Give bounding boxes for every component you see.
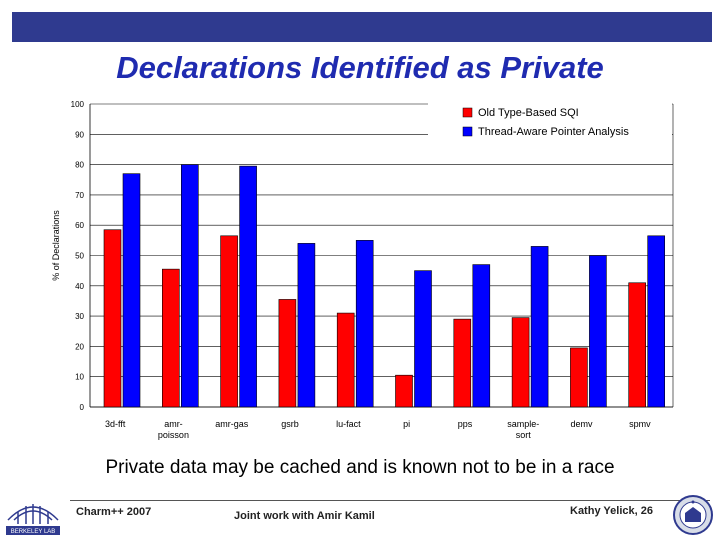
legend-label: Thread-Aware Pointer Analysis [478,126,629,138]
legend-swatch [462,107,473,118]
bar-thread-aware-pointer-analysis [589,255,607,408]
y-tick-label: 100 [71,100,85,109]
x-tick-label: amr-gas [215,419,249,429]
bar-old-type-based-sqi [395,374,413,408]
bar-old-type-based-sqi [162,268,180,408]
y-tick-label: 0 [80,403,85,412]
bar-thread-aware-pointer-analysis [472,264,491,408]
slide-title: Declarations Identified as Private [116,50,604,85]
bar-thread-aware-pointer-analysis [297,243,316,408]
bar-old-type-based-sqi [103,229,122,408]
bar-old-type-based-sqi [220,235,238,408]
slide-caption: Private data may be cached and is known … [105,457,615,478]
footer-divider [70,500,710,501]
footer-event: Charm++ 2007 [76,506,152,518]
legend-swatch [462,126,473,137]
bar-thread-aware-pointer-analysis [239,165,257,408]
y-tick-label: 50 [75,252,84,261]
x-tick-label: lu-fact [336,419,361,429]
bar-old-type-based-sqi [453,318,472,408]
bar-thread-aware-pointer-analysis [122,173,141,408]
bar-thread-aware-pointer-analysis [181,164,199,408]
bar-old-type-based-sqi [336,312,355,408]
bar-old-type-based-sqi [278,299,297,408]
y-axis-label: % of Declarations [51,210,61,281]
bar-thread-aware-pointer-analysis [355,240,374,408]
y-tick-label: 70 [75,191,84,200]
x-tick-label: spmv [629,419,651,429]
berkeley-lab-logo: BERKELEY LAB [6,504,60,535]
x-tick-label: poisson [158,430,189,440]
legend-label: Old Type-Based SQI [478,107,579,119]
svg-text:BERKELEY LAB: BERKELEY LAB [11,529,56,535]
bar-old-type-based-sqi [511,317,530,408]
bar-old-type-based-sqi [570,347,588,408]
y-tick-label: 20 [75,342,84,351]
footer-author-page: Kathy Yelick, 26 [570,505,653,517]
x-tick-label: sort [516,430,532,440]
footer-credit: Joint work with Amir Kamil [234,510,375,522]
bar-old-type-based-sqi [628,282,647,408]
y-tick-label: 80 [75,161,84,170]
university-seal-icon [673,495,713,535]
y-tick-label: 90 [75,130,84,139]
x-tick-label: pi [403,419,410,429]
x-tick-label: sample- [507,419,539,429]
y-tick-label: 10 [75,373,84,382]
x-tick-label: pps [458,419,473,429]
bar-thread-aware-pointer-analysis [647,235,666,408]
bar-thread-aware-pointer-analysis [414,270,432,408]
x-tick-label: demv [571,419,594,429]
y-tick-label: 30 [75,312,84,321]
x-tick-label: amr- [164,419,183,429]
bar-thread-aware-pointer-analysis [530,246,549,408]
bar-chart: 0 10 20 30 40 50 60 70 80 90 100 % of Declarations 3… [51,99,674,440]
title-bar [12,12,712,42]
x-tick-label: gsrb [281,419,299,429]
x-tick-label: 3d-fft [105,419,126,429]
y-tick-label: 60 [75,221,84,230]
y-tick-label: 40 [75,282,84,291]
